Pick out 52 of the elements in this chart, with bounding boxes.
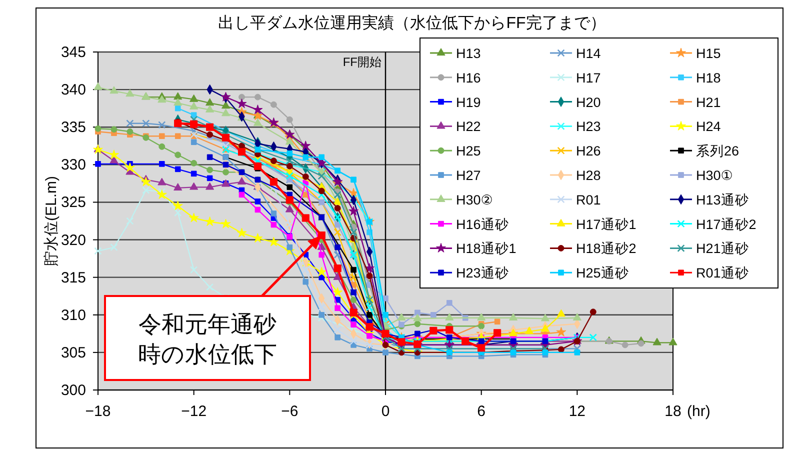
x-tick-label: −18 — [85, 403, 111, 420]
legend-label: H20 — [576, 94, 601, 110]
y-tick-label: 340 — [60, 82, 86, 99]
legend-label: H24 — [696, 119, 722, 134]
chart-title: 出し平ダム水位運用実績（水位低下からFF完了まで） — [218, 14, 606, 32]
legend-label: H14 — [576, 46, 602, 61]
annotation: 令和元年通砂時の水位低下 — [138, 311, 277, 367]
y-tick-label: 330 — [60, 156, 86, 174]
legend-label: H18通砂2 — [576, 241, 636, 256]
y-tick-label: 305 — [60, 344, 86, 362]
x-tick-label: −12 — [181, 403, 207, 420]
legend-label: H13通砂 — [696, 192, 749, 208]
legend-label: H21 — [696, 94, 721, 110]
legend-label: H23 — [576, 119, 601, 134]
legend-label: H15 — [696, 46, 721, 61]
y-tick-label: 325 — [60, 194, 86, 212]
y-axis-title: 貯水位(EL.m) — [43, 176, 60, 266]
ref-line-label: FF開始 — [342, 55, 382, 69]
x-tick-label: 0 — [381, 403, 390, 420]
legend-label: H18 — [696, 70, 721, 86]
legend-label: H28 — [576, 168, 601, 183]
y-tick-label: 310 — [60, 306, 86, 324]
y-tick-label: 320 — [60, 232, 86, 249]
legend-label: R01通砂 — [696, 266, 749, 281]
legend-label: H19 — [456, 94, 481, 110]
legend-label: H27 — [456, 168, 481, 183]
x-tick-label: −6 — [281, 403, 298, 420]
legend-label: H22 — [456, 119, 481, 134]
legend-label: 系列26 — [696, 144, 740, 159]
y-tick-label: 300 — [60, 382, 86, 399]
legend-label: H17 — [576, 70, 601, 86]
legend-label: H30② — [456, 192, 493, 208]
legend-label: H21通砂 — [696, 241, 749, 256]
legend-label: H17通砂1 — [576, 216, 636, 232]
legend-label: H25通砂 — [576, 266, 629, 281]
x-tick-label: 18 — [664, 403, 682, 420]
legend-label: H16通砂 — [456, 216, 509, 232]
legend-label: H17通砂2 — [696, 216, 756, 232]
y-tick-label: 335 — [60, 119, 86, 136]
legend-label: H23通砂 — [456, 266, 509, 281]
y-tick-label: 345 — [60, 44, 86, 61]
legend-label: H30① — [696, 168, 733, 183]
y-tick-label: 315 — [60, 269, 86, 286]
x-axis-title: (hr) — [687, 403, 710, 420]
legend-label: H16 — [456, 70, 481, 86]
x-tick-label: 12 — [568, 403, 586, 420]
legend-label: H25 — [456, 144, 481, 159]
legend-label: H13 — [456, 46, 481, 61]
legend-label: H26 — [576, 144, 601, 159]
legend-label: H18通砂1 — [456, 241, 516, 256]
x-tick-label: 6 — [477, 403, 486, 420]
legend-label: R01 — [576, 192, 601, 208]
